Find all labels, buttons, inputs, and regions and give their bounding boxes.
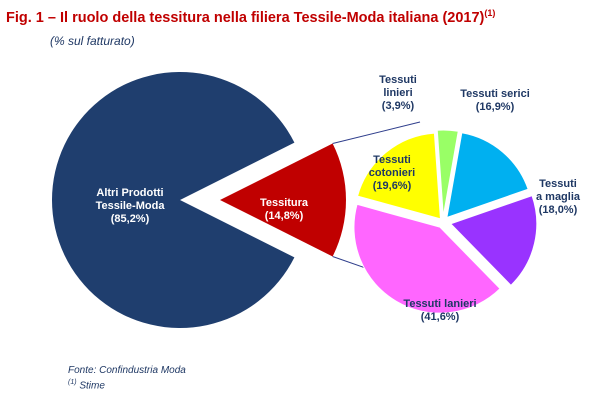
label-tessitura: Tessitura (14,8%)	[260, 197, 309, 222]
label-altri-prodotti-tessile-moda: Altri Prodotti Tessile-Moda (85,2%)	[96, 187, 166, 225]
slice-tessuti-serici	[446, 132, 529, 219]
slice-tessitura	[220, 143, 346, 257]
slice-altri-prodotti-tessile-moda	[51, 72, 295, 329]
source-note: Fonte: Confindustria Moda	[68, 365, 186, 376]
label-tessuti-lanieri: Tessuti lanieri (41,6%)	[403, 298, 476, 323]
label-tessuti-linieri: Tessuti linieri (3,9%)	[379, 74, 417, 112]
connector-top	[332, 121, 421, 144]
estimate-note-text: Stime	[79, 380, 105, 392]
chart-title: Fig. 1 – Il ruolo della tessitura nella …	[6, 8, 495, 26]
slice-tessuti-a-maglia	[449, 194, 538, 287]
estimate-note: (1) Stime	[68, 379, 105, 391]
title-footnote-marker: (1)	[484, 8, 496, 18]
label-tessuti-serici: Tessuti serici (16,9%)	[460, 88, 530, 113]
chart-title-text: Fig. 1 – Il ruolo della tessitura nella …	[6, 9, 485, 26]
slice-tessuti-lanieri	[353, 203, 501, 314]
slice-labels: Tessuti serici (16,9%) Tessuti a maglia (18,…	[96, 74, 581, 323]
label-tessuti-cotonieri: Tessuti cotonieri (19,6%)	[369, 154, 415, 192]
sub-pie	[353, 129, 538, 314]
slice-tessuti-linieri	[436, 129, 459, 217]
label-tessuti-a-maglia: Tessuti a maglia (18,0%)	[536, 178, 581, 216]
slice-tessuti-cotonieri	[356, 132, 442, 220]
estimate-note-marker: (1)	[68, 379, 77, 386]
main-pie	[51, 72, 346, 329]
chart-subtitle: (% sul fatturato)	[50, 34, 135, 48]
